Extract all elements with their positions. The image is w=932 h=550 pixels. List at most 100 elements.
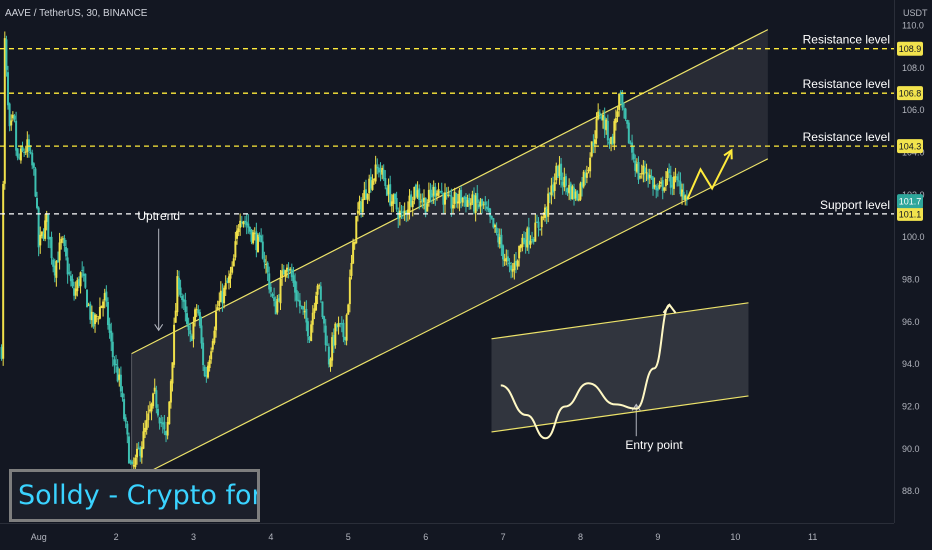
candle — [371, 180, 374, 190]
candle — [671, 185, 674, 187]
candle — [632, 153, 635, 160]
candle — [3, 38, 6, 184]
x-tick-label: 7 — [501, 532, 506, 542]
candle — [476, 193, 479, 203]
candle — [248, 226, 251, 232]
candle — [413, 186, 416, 201]
candle — [226, 280, 229, 283]
candle — [276, 298, 279, 313]
candle — [111, 341, 114, 358]
candle — [27, 139, 30, 152]
candle — [190, 335, 193, 341]
candle — [61, 238, 64, 240]
y-tick-label: 96.0 — [902, 317, 920, 327]
candle — [397, 211, 400, 219]
candle — [50, 236, 53, 259]
candle — [582, 171, 585, 187]
candle — [408, 195, 411, 212]
candle — [236, 230, 239, 239]
candle — [548, 192, 551, 195]
candle — [347, 304, 350, 315]
current-price-text: 101.7 — [899, 197, 922, 207]
candle — [403, 210, 406, 215]
candle — [350, 262, 353, 276]
candle — [435, 193, 438, 196]
candle — [47, 214, 50, 240]
candle — [186, 313, 189, 324]
candle — [658, 184, 661, 189]
candle — [15, 120, 18, 151]
price-tag-104-3 — [897, 139, 923, 154]
candle — [265, 264, 268, 266]
candle — [152, 393, 155, 407]
candle — [263, 259, 266, 263]
candle — [305, 308, 308, 323]
candle — [218, 300, 221, 306]
candle — [16, 148, 19, 158]
candle — [197, 309, 200, 314]
candle — [87, 304, 90, 306]
candle — [239, 220, 242, 228]
candle — [160, 421, 163, 423]
candle — [616, 111, 619, 118]
candle — [165, 431, 168, 436]
candle — [326, 344, 329, 346]
candle — [79, 272, 82, 287]
candle — [608, 141, 611, 144]
candle — [493, 225, 496, 228]
candle — [440, 190, 443, 193]
x-tick-label: 2 — [114, 532, 119, 542]
candle — [348, 277, 351, 305]
candle — [653, 184, 656, 188]
candle — [52, 259, 55, 267]
current-price-tag — [897, 194, 923, 209]
candle — [406, 209, 409, 215]
price-tag-108-9 — [897, 41, 923, 56]
x-tick-label: Aug — [31, 532, 47, 542]
candle — [390, 201, 393, 207]
candle — [613, 121, 616, 144]
candle — [516, 260, 519, 267]
candle — [339, 322, 342, 325]
candle — [139, 448, 142, 457]
candle — [423, 197, 426, 203]
candle — [324, 325, 327, 346]
candle — [71, 278, 74, 287]
inset-channel-fill — [491, 302, 749, 432]
candle — [240, 221, 243, 223]
candle — [253, 233, 256, 235]
candle — [292, 275, 295, 284]
candle — [58, 242, 61, 261]
candle — [208, 360, 211, 369]
inset-price-curve — [500, 303, 671, 440]
price-tag-106-8 — [897, 86, 923, 101]
candle — [410, 194, 413, 206]
candle — [663, 187, 666, 191]
candle — [505, 257, 508, 262]
candle — [684, 195, 687, 200]
candle — [334, 323, 337, 346]
candle — [474, 195, 477, 214]
candle — [258, 234, 261, 237]
candle — [377, 167, 380, 173]
candle — [540, 216, 543, 228]
candle — [485, 206, 488, 209]
entry-point-label: Entry point — [625, 438, 683, 452]
candle — [140, 447, 143, 458]
candle — [513, 262, 516, 271]
candle — [503, 259, 506, 261]
candle — [331, 337, 334, 361]
candle — [382, 169, 385, 179]
candle — [113, 359, 116, 366]
candle — [668, 169, 671, 173]
candle — [105, 291, 108, 302]
candle — [455, 193, 458, 203]
y-tick-label: 92.0 — [902, 402, 920, 412]
candle — [669, 175, 672, 188]
candle — [537, 221, 540, 228]
candle — [35, 197, 38, 208]
candle — [174, 310, 177, 323]
candle — [281, 270, 284, 278]
candle — [558, 164, 561, 176]
candle — [171, 362, 174, 384]
